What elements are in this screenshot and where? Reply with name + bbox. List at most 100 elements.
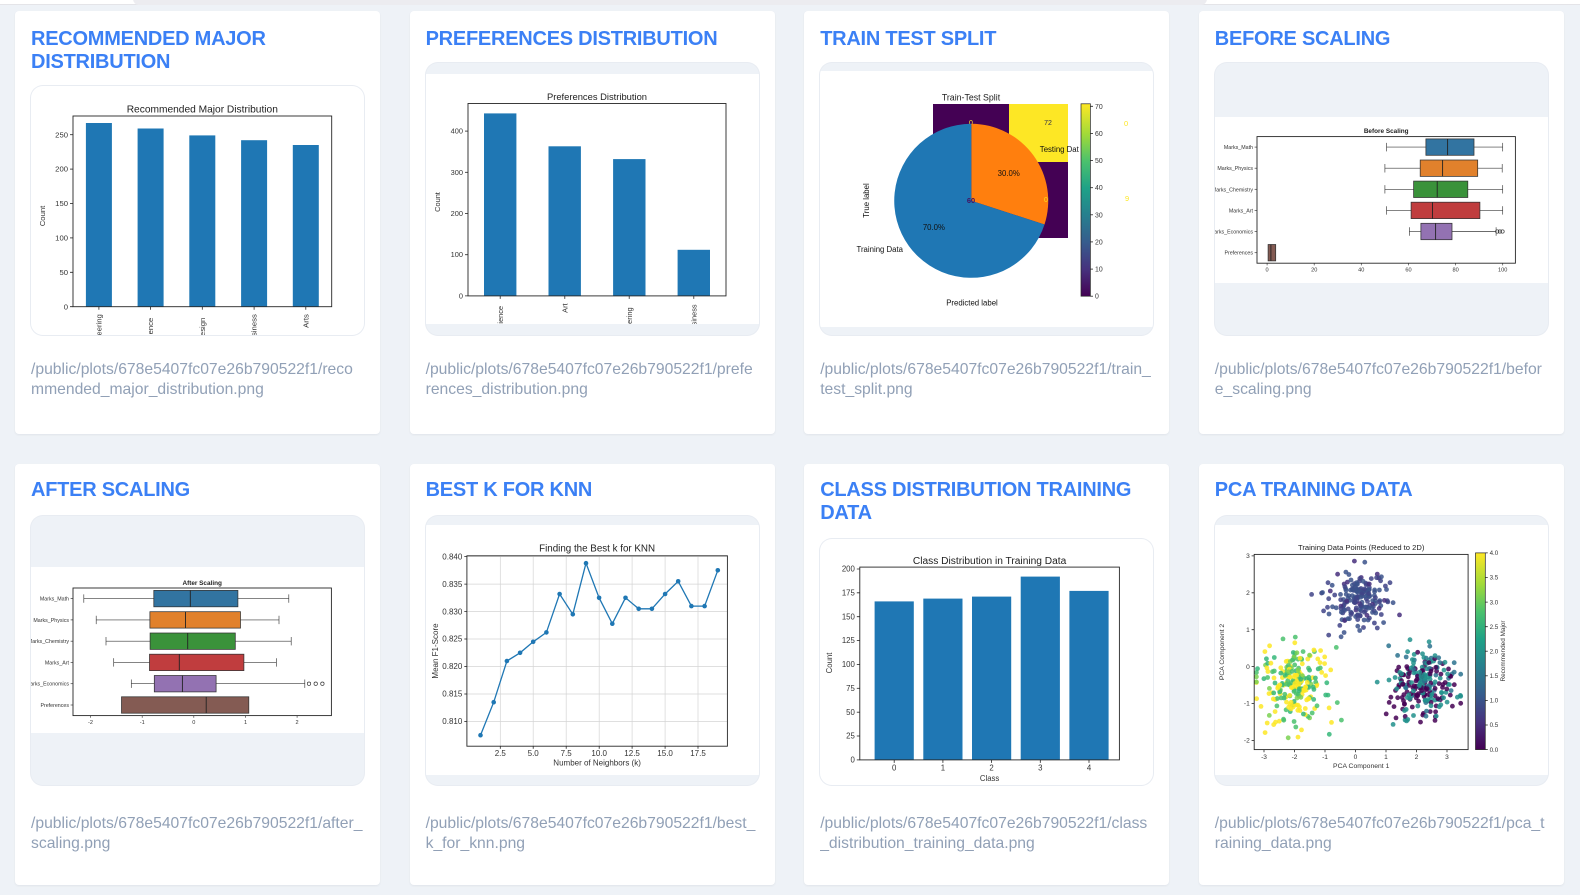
svg-text:60: 60 [1405,267,1411,273]
svg-text:0: 0 [192,720,195,726]
svg-text:0: 0 [1044,197,1048,204]
svg-text:PCA Component 1: PCA Component 1 [1333,763,1390,770]
svg-text:3: 3 [1445,754,1449,761]
svg-text:Marks_Chemistry: Marks_Chemistry [31,639,69,645]
svg-text:7.5: 7.5 [560,749,572,758]
svg-text:Mean F1-Score: Mean F1-Score [431,623,440,679]
svg-text:Art: Art [560,304,569,313]
svg-text:-1: -1 [1322,754,1328,761]
svg-text:2.0: 2.0 [1489,649,1498,656]
svg-text:Science: Science [495,306,504,324]
svg-text:Marks_Chemistry: Marks_Chemistry [1215,187,1253,193]
svg-text:200: 200 [842,565,856,574]
svg-text:60: 60 [967,196,975,205]
svg-text:50: 50 [846,708,855,717]
svg-text:1: 1 [244,720,247,726]
svg-text:Count: Count [38,204,47,225]
svg-text:2: 2 [1246,590,1250,597]
svg-text:Marks_Math: Marks_Math [40,597,69,603]
svg-text:4: 4 [1087,763,1092,772]
svg-text:-2: -2 [88,720,93,726]
svg-text:Marks_Economics: Marks_Economics [31,682,69,688]
svg-text:30: 30 [1095,212,1103,219]
svg-text:Class: Class [980,774,1000,783]
svg-text:70.0%: 70.0% [923,223,945,232]
svg-text:100: 100 [1498,267,1507,273]
svg-text:Marks_Physics: Marks_Physics [1217,166,1253,172]
svg-text:75: 75 [846,684,855,693]
svg-text:0.825: 0.825 [442,635,463,644]
svg-text:40: 40 [1095,185,1103,192]
svg-text:17.5: 17.5 [690,749,706,758]
svg-text:0.830: 0.830 [442,608,463,617]
svg-text:Marks_Physics: Marks_Physics [33,618,69,624]
svg-text:Preferences Distribution: Preferences Distribution [547,91,647,102]
svg-text:True label: True label [862,183,871,218]
svg-text:Count: Count [825,652,834,674]
svg-text:3: 3 [1246,553,1250,560]
svg-text:-1: -1 [140,720,145,726]
svg-text:Arts: Arts [301,314,310,328]
svg-text:100: 100 [450,250,462,259]
svg-text:200: 200 [450,209,462,218]
svg-text:0: 0 [1095,294,1099,301]
svg-text:1.0: 1.0 [1489,698,1498,705]
svg-text:Before Scaling: Before Scaling [1364,128,1409,135]
svg-text:150: 150 [842,612,856,621]
svg-text:Recommended Major Distribution: Recommended Major Distribution [127,104,278,115]
svg-text:15.0: 15.0 [657,749,673,758]
svg-text:250: 250 [55,130,68,139]
svg-text:2: 2 [990,763,994,772]
svg-text:20: 20 [1095,239,1103,246]
svg-text:4.0: 4.0 [1489,550,1498,557]
svg-text:Number of Neighbors (k): Number of Neighbors (k) [553,759,641,768]
svg-text:-2: -2 [1244,738,1250,745]
svg-text:175: 175 [842,588,855,597]
svg-text:40: 40 [1358,267,1364,273]
svg-text:80: 80 [1452,267,1458,273]
svg-text:1: 1 [941,763,945,772]
svg-text:0.0: 0.0 [1489,747,1498,754]
svg-text:Training Data: Training Data [857,245,904,254]
svg-text:10: 10 [1095,266,1103,273]
svg-text:Engineering: Engineering [95,314,104,336]
svg-text:2: 2 [296,720,299,726]
svg-text:300: 300 [450,168,462,177]
svg-text:12.5: 12.5 [624,749,640,758]
svg-text:-1: -1 [1244,701,1250,708]
svg-text:Science: Science [146,317,155,335]
svg-text:5.0: 5.0 [527,749,539,758]
svg-text:Finding the Best k for KNN: Finding the Best k for KNN [539,544,655,555]
svg-text:Marks_Art: Marks_Art [1229,208,1254,214]
svg-text:50: 50 [59,268,68,277]
svg-text:0.840: 0.840 [442,553,463,562]
svg-text:125: 125 [842,636,855,645]
svg-text:0: 0 [892,763,897,772]
svg-text:1: 1 [1384,754,1388,761]
svg-text:2.5: 2.5 [1489,624,1498,631]
svg-text:3: 3 [1038,763,1042,772]
svg-text:-2: -2 [1291,754,1297,761]
svg-text:0: 0 [1246,664,1250,671]
svg-text:30.0%: 30.0% [998,169,1020,178]
svg-text:1.5: 1.5 [1489,673,1498,680]
svg-text:After Scaling: After Scaling [182,580,222,587]
svg-text:1: 1 [1246,627,1250,634]
svg-text:0.5: 0.5 [1489,722,1498,729]
svg-text:100: 100 [55,233,68,242]
svg-text:Count: Count [433,192,442,212]
svg-text:0.820: 0.820 [442,662,463,671]
svg-text:70: 70 [1095,104,1103,111]
svg-text:-3: -3 [1261,754,1267,761]
svg-text:Train-Test Split: Train-Test Split [942,92,1001,102]
svg-text:72: 72 [1044,120,1052,127]
svg-text:Testing Dat: Testing Dat [1040,145,1080,154]
svg-text:Predicted label: Predicted label [946,298,998,307]
svg-text:2: 2 [1414,754,1418,761]
svg-text:Marks_Math: Marks_Math [1224,145,1253,151]
svg-text:Business: Business [689,304,698,324]
svg-text:Recommended Major: Recommended Major [1500,620,1507,682]
svg-text:0: 0 [969,120,973,127]
svg-text:0: 0 [458,292,462,301]
svg-text:0.815: 0.815 [442,690,463,699]
